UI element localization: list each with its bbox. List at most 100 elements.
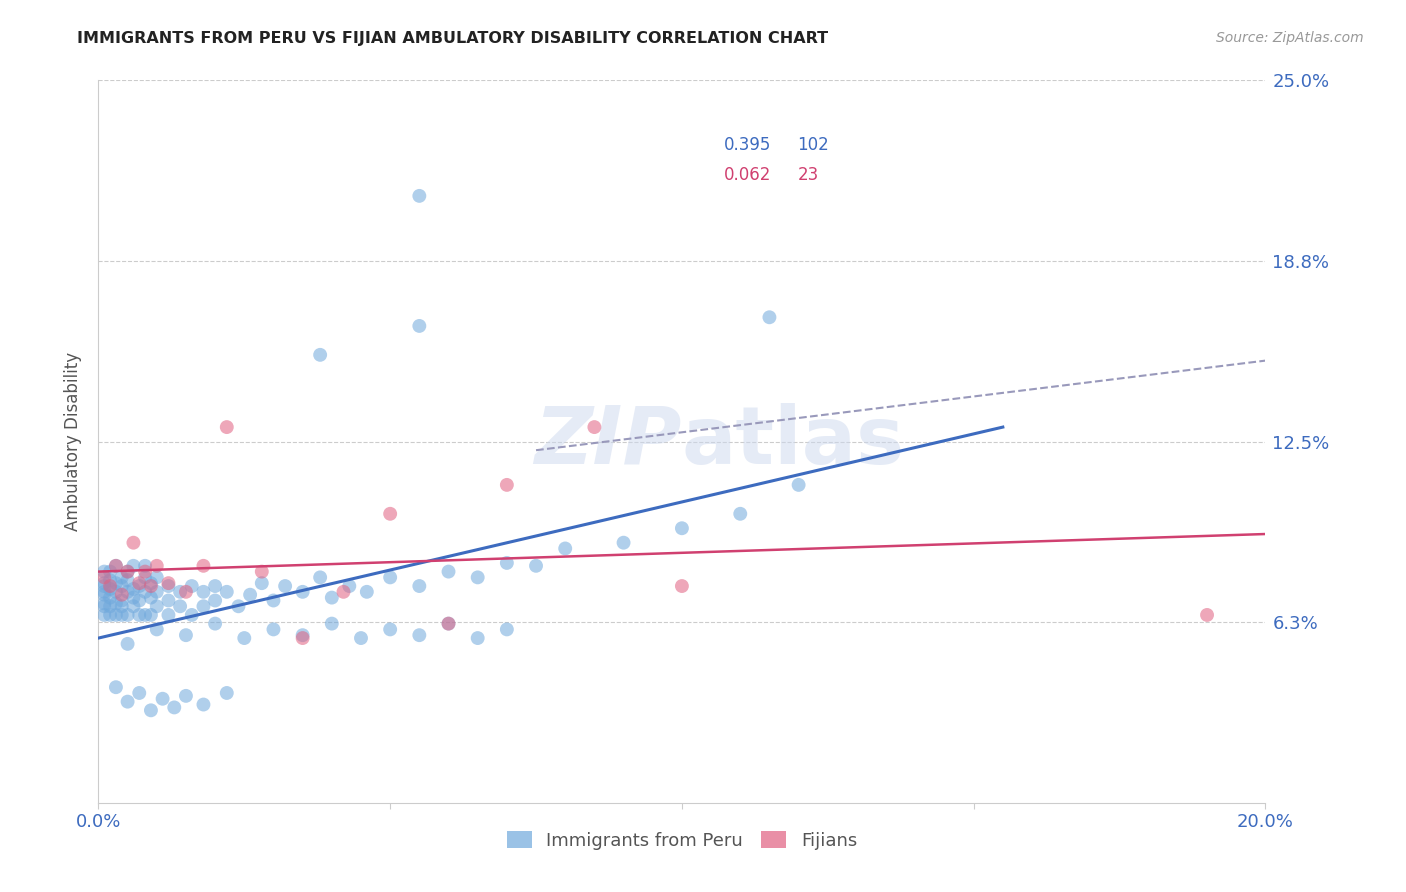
Point: [408, 579, 430, 593]
Point: [157, 576, 180, 591]
Point: [111, 593, 134, 607]
Point: [117, 637, 139, 651]
Point: [437, 616, 460, 631]
Point: [174, 584, 197, 599]
Point: [730, 507, 752, 521]
Point: [122, 558, 145, 573]
Point: [321, 616, 343, 631]
Point: [93, 565, 115, 579]
Point: [104, 576, 127, 591]
Point: [583, 420, 606, 434]
Point: [134, 607, 156, 622]
Point: [93, 584, 115, 599]
Point: [204, 593, 226, 607]
Point: [134, 584, 156, 599]
Point: [139, 703, 162, 717]
Point: [193, 584, 215, 599]
Point: [437, 565, 460, 579]
Point: [104, 584, 127, 599]
Point: [146, 584, 169, 599]
Point: [554, 541, 576, 556]
Point: [215, 584, 238, 599]
Legend: Immigrants from Peru, Fijians: Immigrants from Peru, Fijians: [498, 822, 866, 859]
Point: [250, 565, 273, 579]
Point: [496, 478, 519, 492]
Point: [98, 599, 121, 614]
Point: [467, 570, 489, 584]
Point: [174, 689, 197, 703]
Point: [163, 700, 186, 714]
Point: [93, 588, 115, 602]
Point: [117, 695, 139, 709]
Point: [128, 607, 150, 622]
Point: [233, 631, 256, 645]
Point: [139, 579, 162, 593]
Point: [215, 686, 238, 700]
Point: [98, 607, 121, 622]
Point: [1195, 607, 1218, 622]
Point: [128, 576, 150, 591]
Point: [408, 318, 430, 333]
Text: 0.062: 0.062: [724, 167, 772, 185]
Point: [437, 616, 460, 631]
Point: [380, 570, 402, 584]
Point: [104, 680, 127, 694]
Point: [146, 558, 169, 573]
Text: atlas: atlas: [682, 402, 905, 481]
Point: [408, 189, 430, 203]
Point: [128, 593, 150, 607]
Point: [337, 579, 360, 593]
Point: [117, 565, 139, 579]
Point: [152, 691, 174, 706]
Point: [228, 599, 250, 614]
Point: [134, 558, 156, 573]
Point: [291, 631, 314, 645]
Point: [350, 631, 373, 645]
Point: [146, 570, 169, 584]
Text: 0.395: 0.395: [724, 136, 772, 153]
Point: [93, 599, 115, 614]
Point: [262, 623, 284, 637]
Point: [139, 591, 162, 605]
Point: [93, 570, 115, 584]
Text: 23: 23: [797, 167, 818, 185]
Point: [291, 628, 314, 642]
Point: [321, 591, 343, 605]
Point: [671, 579, 693, 593]
Text: Source: ZipAtlas.com: Source: ZipAtlas.com: [1216, 31, 1364, 45]
Point: [309, 570, 332, 584]
Point: [262, 593, 284, 607]
Point: [98, 579, 121, 593]
Point: [180, 579, 202, 593]
Point: [157, 607, 180, 622]
Point: [496, 623, 519, 637]
Point: [146, 599, 169, 614]
Point: [104, 558, 127, 573]
Point: [204, 579, 226, 593]
Point: [93, 579, 115, 593]
Point: [111, 607, 134, 622]
Y-axis label: Ambulatory Disability: Ambulatory Disability: [65, 352, 83, 531]
Point: [787, 478, 810, 492]
Point: [111, 579, 134, 593]
Point: [193, 698, 215, 712]
Point: [274, 579, 297, 593]
Text: 102: 102: [797, 136, 830, 153]
Point: [98, 574, 121, 588]
Point: [122, 582, 145, 596]
Point: [139, 576, 162, 591]
Point: [134, 565, 156, 579]
Point: [98, 591, 121, 605]
Point: [169, 584, 191, 599]
Point: [215, 420, 238, 434]
Point: [174, 628, 197, 642]
Point: [291, 584, 314, 599]
Text: IMMIGRANTS FROM PERU VS FIJIAN AMBULATORY DISABILITY CORRELATION CHART: IMMIGRANTS FROM PERU VS FIJIAN AMBULATOR…: [77, 31, 828, 46]
Point: [612, 535, 634, 549]
Point: [239, 588, 262, 602]
Point: [204, 616, 226, 631]
Point: [193, 558, 215, 573]
Point: [524, 558, 547, 573]
Point: [111, 599, 134, 614]
Point: [117, 574, 139, 588]
